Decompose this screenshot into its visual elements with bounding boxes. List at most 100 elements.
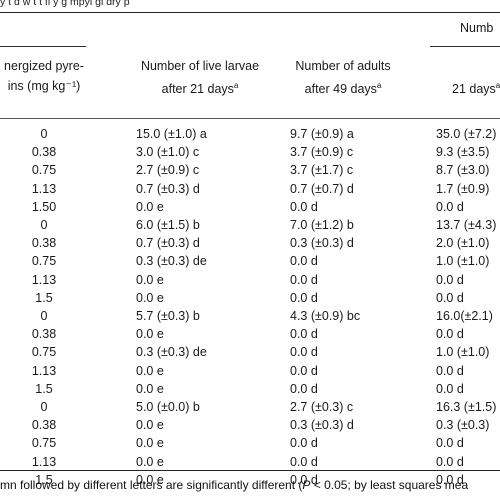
table-cell-d21: 0.0 d bbox=[436, 436, 464, 450]
table-cell-larvae: 2.7 (±0.9) c bbox=[136, 163, 200, 177]
table-cell-dose: 1.50 bbox=[31, 200, 57, 214]
table-cell-larvae: 0.0 e bbox=[136, 364, 164, 378]
table-cell-d21: 1.0 (±1.0) bbox=[436, 254, 490, 268]
table-cell-larvae: 0.0 e bbox=[136, 291, 164, 305]
table-cell-larvae: 0.0 e bbox=[136, 455, 164, 469]
header-larvae-line2: after 21 daysa bbox=[161, 81, 239, 97]
table-cell-dose: 1.5 bbox=[35, 382, 53, 396]
table-cell-dose: 1.13 bbox=[31, 455, 57, 469]
table-cell-adults: 4.3 (±0.9) bc bbox=[290, 309, 361, 323]
table-cell-adults: 0.3 (±0.3) d bbox=[290, 418, 354, 432]
header-dose: nergized pyre- ins (mg kg⁻¹) bbox=[0, 56, 88, 96]
header-group-rule bbox=[430, 46, 500, 47]
table-cell-d21: 0.0 d bbox=[436, 200, 464, 214]
table-cell-d21: 0.0 d bbox=[436, 327, 464, 341]
table-cell-dose: 0 bbox=[40, 218, 48, 232]
table-cell-larvae: 0.0 e bbox=[136, 436, 164, 450]
table-cell-d21: 8.7 (±3.0) bbox=[436, 163, 490, 177]
table-cell-dose: 0.75 bbox=[31, 163, 57, 177]
table-cell-dose: 0 bbox=[40, 127, 48, 141]
table-cell-dose: 1.13 bbox=[31, 364, 57, 378]
table-cell-dose: 0 bbox=[40, 309, 48, 323]
table-cell-larvae: 5.0 (±0.0) b bbox=[136, 400, 200, 414]
table-cell-dose: 0.38 bbox=[31, 145, 57, 159]
header-21-days-label: 21 daysa bbox=[452, 81, 500, 97]
table-bottom-rule bbox=[0, 470, 500, 471]
table-cell-larvae: 0.7 (±0.3) d bbox=[136, 236, 200, 250]
table-cell-d21: 0.0 d bbox=[436, 291, 464, 305]
table-cell-d21: 0.0 d bbox=[436, 273, 464, 287]
table-cell-adults: 0.0 d bbox=[290, 327, 318, 341]
table-cell-d21: 16.0(±2.1) bbox=[436, 309, 493, 323]
table-cell-dose: 0.75 bbox=[31, 345, 57, 359]
p-symbol: P bbox=[302, 478, 311, 492]
table-cell-dose: 0.38 bbox=[31, 327, 57, 341]
header-group-label: Numb bbox=[460, 21, 494, 35]
table-cell-adults: 0.0 d bbox=[290, 455, 318, 469]
header-dose-line2: ins (mg kg⁻¹) bbox=[7, 79, 81, 93]
header-live-larvae: Number of live larvae after 21 daysa bbox=[112, 56, 288, 99]
header-adults: Number of adults after 49 daysa bbox=[268, 56, 418, 99]
table-cell-adults: 0.0 d bbox=[290, 254, 318, 268]
table-cell-adults: 3.7 (±0.9) c bbox=[290, 145, 354, 159]
header-adults-line1: Number of adults bbox=[295, 59, 391, 73]
table-cell-adults: 0.0 d bbox=[290, 473, 318, 487]
table-cell-d21: 0.0 d bbox=[436, 455, 464, 469]
table-cell-larvae: 0.3 (±0.3) de bbox=[136, 345, 207, 359]
table-cell-d21: 35.0 (±7.2) bbox=[436, 127, 497, 141]
table-cell-larvae: 0.7 (±0.3) d bbox=[136, 182, 200, 196]
table-cell-larvae: 0.0 e bbox=[136, 473, 164, 487]
table-cell-dose: 0.38 bbox=[31, 236, 57, 250]
table-cell-adults: 3.7 (±1.7) c bbox=[290, 163, 354, 177]
header-group: Numb bbox=[460, 18, 500, 38]
header-dose-line1: nergized pyre- bbox=[4, 59, 84, 73]
table-cell-larvae: 0.0 e bbox=[136, 200, 164, 214]
table-cell-adults: 0.0 d bbox=[290, 200, 318, 214]
table-cell-dose: 0.75 bbox=[31, 436, 57, 450]
table-cell-d21: 2.0 (±1.0) bbox=[436, 236, 490, 250]
header-adults-line2: after 49 daysa bbox=[304, 81, 382, 97]
table-cell-dose: 1.5 bbox=[35, 473, 53, 487]
table-cell-adults: 9.7 (±0.9) a bbox=[290, 127, 354, 141]
table-cell-larvae: 5.7 (±0.3) b bbox=[136, 309, 200, 323]
header-bottom-rule bbox=[0, 118, 500, 119]
table-cell-dose: 1.5 bbox=[35, 291, 53, 305]
table-cell-larvae: 0.0 e bbox=[136, 327, 164, 341]
table-cell-adults: 0.0 d bbox=[290, 436, 318, 450]
table-cell-adults: 2.7 (±0.3) c bbox=[290, 400, 354, 414]
table-cell-dose: 1.13 bbox=[31, 182, 57, 196]
table-cell-d21: 0.0 d bbox=[436, 382, 464, 396]
table-cell-dose: 0.38 bbox=[31, 418, 57, 432]
table-cell-d21: 13.7 (±4.3) bbox=[436, 218, 497, 232]
footnote-marker-a: a bbox=[495, 81, 500, 90]
table-cell-larvae: 0.0 e bbox=[136, 418, 164, 432]
table-top-rule bbox=[0, 12, 500, 13]
table-cell-larvae: 0.0 e bbox=[136, 273, 164, 287]
table-cell-adults: 0.0 d bbox=[290, 382, 318, 396]
table-cell-d21: 1.0 (±1.0) bbox=[436, 345, 490, 359]
table-footnote: mn followed by different letters are sig… bbox=[0, 478, 469, 492]
table-cell-larvae: 3.0 (±1.0) c bbox=[136, 145, 200, 159]
table-cell-larvae: 6.0 (±1.5) b bbox=[136, 218, 200, 232]
table-cell-d21: 9.3 (±3.5) bbox=[436, 145, 490, 159]
table-cell-larvae: 0.0 e bbox=[136, 382, 164, 396]
header-dose-rule bbox=[0, 46, 86, 47]
table-cell-adults: 7.0 (±1.2) b bbox=[290, 218, 354, 232]
table-cell-larvae: 0.3 (±0.3) de bbox=[136, 254, 207, 268]
table-cell-d21: 0.0 d bbox=[436, 473, 464, 487]
table-cell-dose: 1.13 bbox=[31, 273, 57, 287]
table-cell-adults: 0.0 d bbox=[290, 364, 318, 378]
table-cell-d21: 1.7 (±0.9) bbox=[436, 182, 490, 196]
footnote-marker-a: a bbox=[233, 81, 239, 90]
table-cell-adults: 0.3 (±0.3) d bbox=[290, 236, 354, 250]
table-cell-dose: 0 bbox=[40, 400, 48, 414]
table-caption-fragment: y t d w t t fl y g mpyi gi dry p bbox=[0, 0, 130, 8]
table-cell-adults: 0.0 d bbox=[290, 345, 318, 359]
table-cell-d21: 0.0 d bbox=[436, 364, 464, 378]
header-larvae-line1: Number of live larvae bbox=[140, 59, 260, 73]
table-cell-d21: 0.3 (±0.3) bbox=[436, 418, 490, 432]
footnote-marker-a: a bbox=[376, 81, 382, 90]
table-cell-larvae: 15.0 (±1.0) a bbox=[136, 127, 207, 141]
header-21-days: 21 daysa bbox=[452, 76, 500, 99]
table-cell-adults: 0.0 d bbox=[290, 273, 318, 287]
